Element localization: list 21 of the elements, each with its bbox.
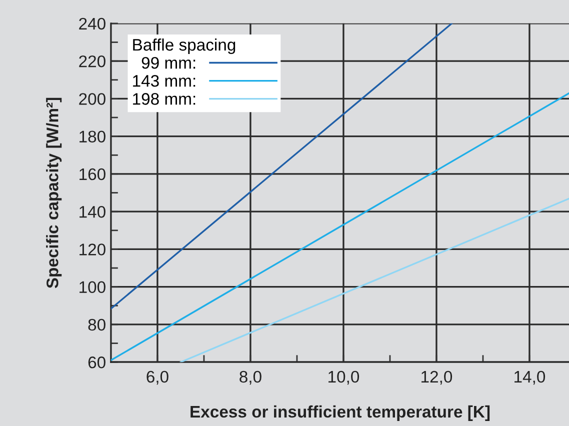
y-tick-label: 240 (79, 18, 106, 30)
legend-title: Baffle spacing (133, 38, 236, 54)
y-tick-label: 220 (79, 55, 106, 68)
x-tick-label: 12,0 (422, 370, 452, 385)
x-tick-label: 6,0 (146, 370, 168, 385)
y-tick-label: 160 (80, 168, 106, 180)
x-tick-label: 14,0 (514, 370, 546, 385)
y-tick-label: 200 (79, 93, 106, 105)
x-tick-label: 10,0 (328, 370, 360, 385)
legend-label: 143 mm: (133, 74, 196, 87)
y-tick-label: 120 (80, 244, 106, 256)
y-tick-label: 60 (88, 356, 106, 368)
y-tick-label: 180 (80, 130, 106, 143)
y-tick-label: 80 (88, 318, 106, 331)
y-tick-label: 100 (80, 281, 106, 294)
x-axis-title: Excess or insufficient temperature [K] (190, 405, 490, 421)
y-axis-title: Specific capacity [W/m²] (46, 98, 62, 288)
legend-label: 99 mm: (142, 56, 196, 69)
x-tick-label: 8,0 (240, 370, 262, 385)
legend-label: 198 mm: (133, 93, 196, 105)
y-tick-label: 140 (80, 206, 106, 218)
